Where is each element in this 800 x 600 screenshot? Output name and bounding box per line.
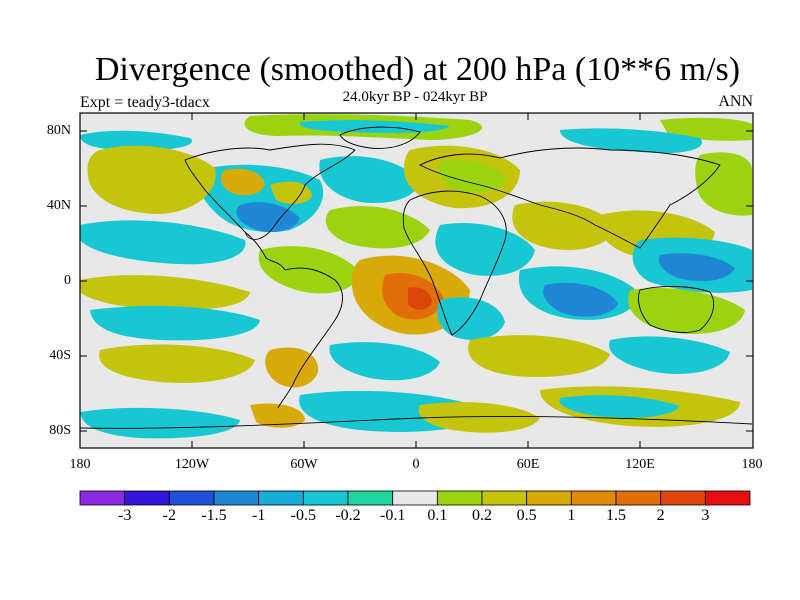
colorbar-label: -0.1 <box>379 507 406 524</box>
field-patch <box>543 282 618 317</box>
colorbar-box <box>660 490 706 506</box>
field-patch <box>90 305 260 341</box>
field-patch <box>99 344 255 384</box>
x-tick-label: 120W <box>174 457 210 472</box>
field-patch <box>418 402 540 433</box>
coastlines <box>80 126 753 429</box>
field-patch <box>628 288 745 334</box>
colorbar-label: -2 <box>162 507 176 524</box>
colorbar <box>79 490 751 506</box>
divergence-field <box>80 113 753 448</box>
y-tick-label: 80N <box>46 123 71 138</box>
colorbar-label: 1 <box>567 507 576 524</box>
colorbar-label: 0.1 <box>427 507 448 524</box>
colorbar-label: -1 <box>251 507 266 524</box>
colorbar-label: 2 <box>656 507 665 524</box>
x-tick-label: 60W <box>290 457 318 472</box>
field-patch <box>250 403 305 428</box>
field-patch <box>560 128 702 154</box>
field-patch <box>408 287 432 310</box>
plot-title: Divergence (smoothed) at 200 hPa (10**6 … <box>94 51 741 88</box>
y-tick-label: 40S <box>49 348 71 363</box>
colorbar-label: -0.5 <box>290 507 316 524</box>
season-label: ANN <box>718 93 753 110</box>
colorbar-box <box>79 490 126 506</box>
field-patch <box>608 336 730 374</box>
colorbar-label: 0.2 <box>472 507 492 524</box>
axis-ticks <box>80 113 753 448</box>
colorbar-label: 3 <box>701 507 710 524</box>
field-patch <box>435 222 535 276</box>
field-patch <box>220 168 265 196</box>
colorbar-label: 1.5 <box>606 507 626 524</box>
colorbar-box <box>213 490 260 506</box>
colorbar-box <box>258 490 304 506</box>
field-patch <box>270 181 312 205</box>
field-patch <box>325 206 430 249</box>
colorbar-box <box>124 490 170 506</box>
field-patch <box>329 342 440 381</box>
colorbar-box <box>436 490 483 506</box>
colorbar-box <box>392 490 438 506</box>
field-patch <box>468 335 610 378</box>
plot-subtitle: 24.0kyr BP - 024kyr BP <box>342 89 488 105</box>
colorbar-box <box>615 490 662 506</box>
colorbar-label: -0.2 <box>335 507 361 524</box>
field-patch <box>319 156 420 204</box>
colorbar-box <box>570 490 617 506</box>
field-patch <box>80 275 250 311</box>
colorbar-label: -1.5 <box>201 507 227 524</box>
x-tick-label: 180 <box>69 457 91 472</box>
field-patch <box>438 160 506 193</box>
field-patch <box>265 347 319 388</box>
field-patch <box>236 202 300 233</box>
experiment-label: Expt = teady3-tdacx <box>80 94 210 111</box>
field-patch <box>87 145 216 214</box>
y-tick-label: 40N <box>46 198 71 213</box>
colorbar-box <box>526 490 572 506</box>
field-patch <box>512 201 615 250</box>
x-tick-label: 0 <box>412 457 420 472</box>
field-patch <box>658 253 735 282</box>
field-patch <box>258 246 360 294</box>
colorbar-label: 0.5 <box>516 507 537 524</box>
field-patch <box>559 395 680 418</box>
y-tick-label: 0 <box>64 273 71 288</box>
field-patch <box>80 407 240 439</box>
colorbar-box <box>347 490 394 506</box>
colorbar-box <box>704 490 751 506</box>
field-patch <box>80 220 246 265</box>
field-patch <box>437 297 505 340</box>
colorbar-box <box>481 490 528 506</box>
x-tick-label: 120E <box>625 457 655 472</box>
field-patch <box>80 130 192 151</box>
colorbar-box <box>168 490 215 506</box>
field-patch <box>695 152 752 216</box>
colorbar-box <box>302 490 349 506</box>
x-tick-label: 180 <box>741 457 763 472</box>
colorbar-label: -3 <box>117 507 132 524</box>
x-tick-label: 60E <box>516 457 540 472</box>
y-tick-label: 80S <box>49 423 71 438</box>
